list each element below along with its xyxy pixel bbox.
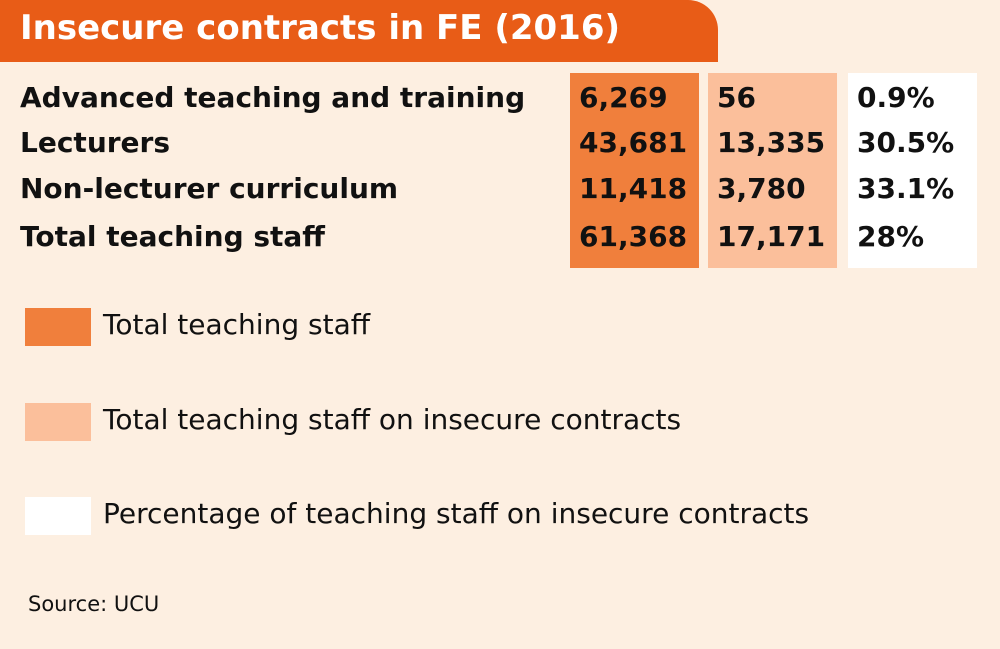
column-bg — [570, 73, 699, 268]
column-bg — [848, 73, 977, 268]
legend-label: Total teaching staff on insecure contrac… — [103, 403, 682, 436]
table-cell: 17,171 — [717, 220, 826, 253]
table-cell: 13,335 — [717, 126, 826, 159]
table-cell: 11,418 — [579, 172, 688, 205]
table-cell: 6,269 — [579, 81, 668, 114]
row-label: Lecturers — [20, 126, 171, 159]
title: Insecure contracts in FE (2016) — [20, 8, 621, 48]
title-bar — [0, 0, 718, 62]
column-bg — [708, 73, 837, 268]
row-label: Advanced teaching and training — [20, 81, 526, 114]
row-label: Total teaching staff — [20, 220, 325, 253]
legend-swatch — [25, 308, 91, 346]
table-cell: 30.5% — [857, 126, 955, 159]
table-cell: 3,780 — [717, 172, 806, 205]
table-cell: 61,368 — [579, 220, 688, 253]
table-cell: 33.1% — [857, 172, 955, 205]
table-cell: 56 — [717, 81, 756, 114]
table-cell: 43,681 — [579, 126, 688, 159]
legend-swatch — [25, 403, 91, 441]
source: Source: UCU — [28, 592, 160, 616]
table-cell: 0.9% — [857, 81, 935, 114]
table-cell: 28% — [857, 220, 925, 253]
legend-swatch — [25, 497, 91, 535]
legend-label: Percentage of teaching staff on insecure… — [103, 497, 810, 530]
legend-label: Total teaching staff — [103, 308, 371, 341]
row-label: Non-lecturer curriculum — [20, 172, 399, 205]
